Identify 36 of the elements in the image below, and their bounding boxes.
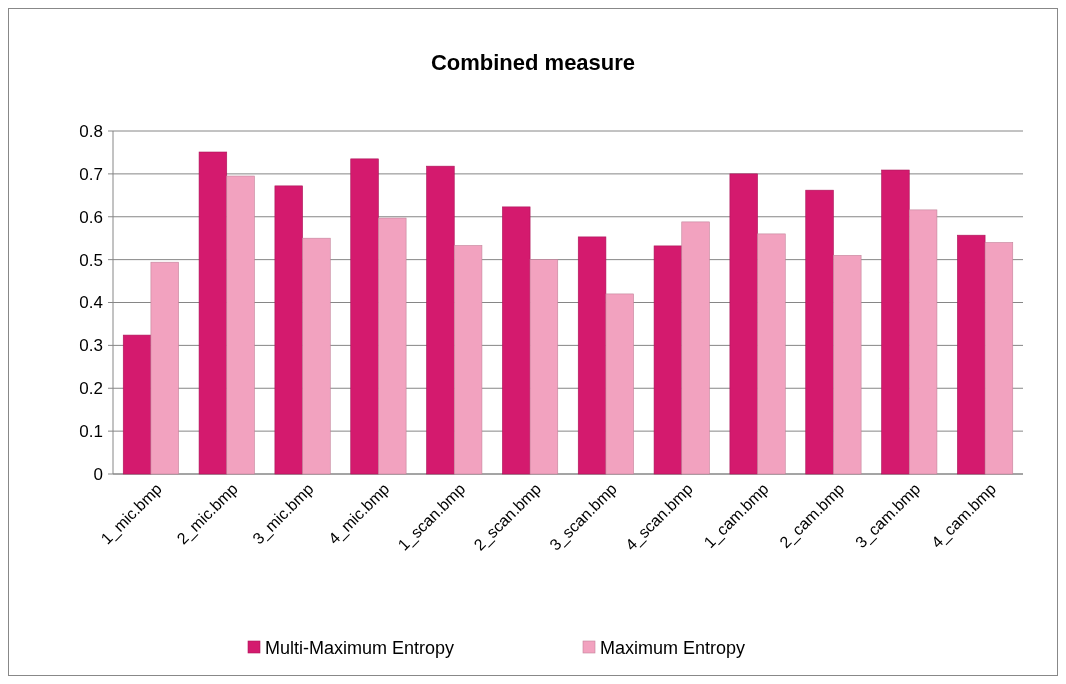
y-tick-label: 0.7 (79, 164, 103, 184)
bar (378, 217, 407, 475)
bar (833, 255, 862, 475)
bar (529, 259, 559, 475)
bar (502, 206, 531, 475)
bar (198, 151, 228, 475)
y-tick-label: 0.5 (79, 250, 103, 270)
bar (150, 261, 179, 475)
bar (908, 209, 938, 475)
bar (605, 293, 634, 475)
y-tick-label: 0.1 (79, 422, 103, 442)
y-tick-label: 0.2 (79, 379, 103, 399)
bar (881, 169, 910, 475)
bar (805, 189, 834, 475)
y-tick-label: 0 (93, 464, 103, 484)
y-tick-label: 0.8 (79, 121, 103, 141)
bar (757, 233, 786, 475)
bar (122, 334, 152, 475)
bar (274, 185, 303, 475)
legend-label: Maximum Entropy (600, 638, 746, 659)
bar (350, 158, 379, 475)
bar (984, 242, 1014, 475)
bar (426, 165, 455, 475)
bar (729, 173, 758, 475)
bar (302, 237, 331, 475)
y-tick-label: 0.6 (79, 207, 103, 227)
bar (453, 245, 483, 475)
chart-title: Combined measure (430, 50, 636, 75)
y-tick-label: 0.3 (79, 336, 103, 356)
bar (957, 234, 986, 475)
bar (577, 236, 607, 475)
bar (681, 221, 710, 475)
legend-label: Multi-Maximum Entropy (265, 638, 455, 659)
bar (653, 245, 683, 475)
bar (226, 175, 255, 475)
y-tick-label: 0.4 (79, 293, 103, 313)
